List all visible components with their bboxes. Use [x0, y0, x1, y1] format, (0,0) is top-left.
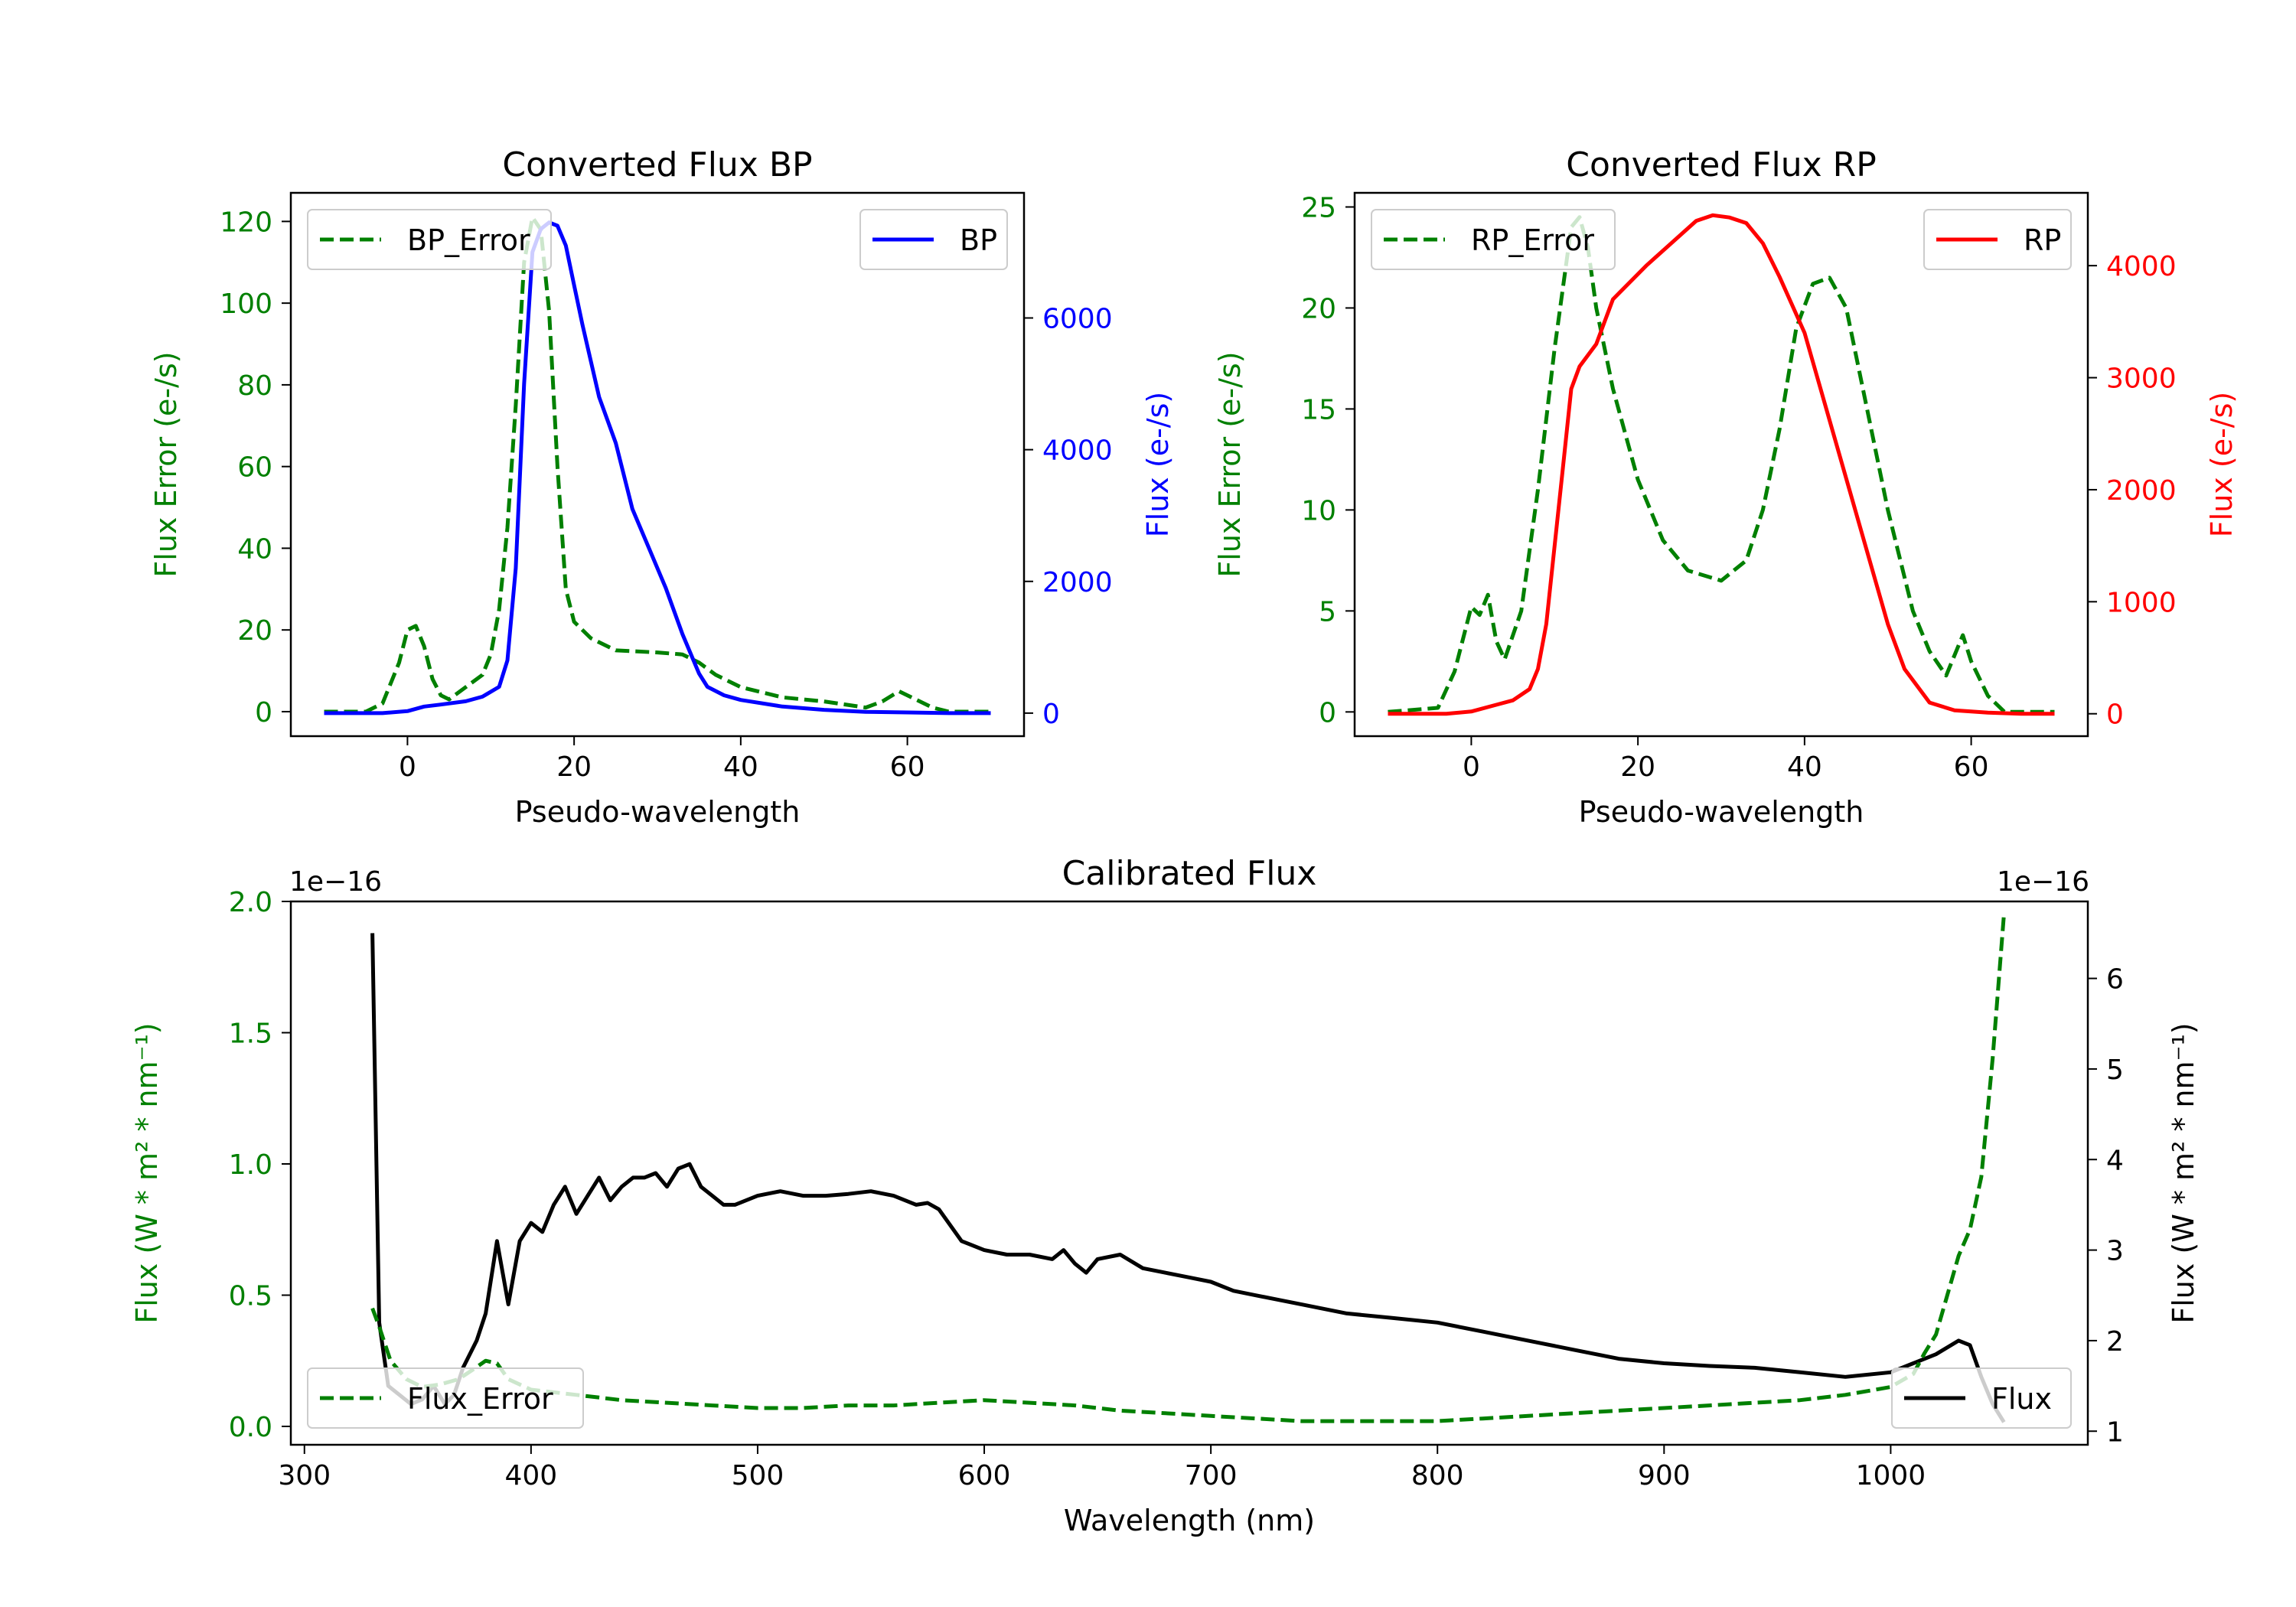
cal-ytick-right-label: 5 — [2106, 1054, 2124, 1086]
cal-ytick-right-label: 4 — [2106, 1145, 2124, 1176]
cal-ylabel-right: Flux (W * m² * nm⁻¹) — [2167, 1022, 2200, 1323]
legend-box — [307, 209, 552, 270]
bp-ytick-left-label: 120 — [220, 207, 272, 238]
legend-box — [1891, 1367, 2072, 1429]
rp-axes-frame — [1353, 191, 2089, 738]
cal-series-flux — [370, 933, 2006, 1423]
cal-ytick-left-label: 0.5 — [229, 1280, 272, 1312]
rp-series-rp — [1388, 213, 2055, 716]
cal-ytick-right-label: 3 — [2106, 1236, 2124, 1267]
cal-ylabel-left: Flux (W * m² * nm⁻¹) — [130, 1022, 164, 1323]
cal-ytick-left-label: 1.0 — [229, 1149, 272, 1181]
cal-xtick-label: 600 — [958, 1460, 1011, 1491]
cal-title: Calibrated Flux — [1062, 854, 1317, 893]
rp-ytick-left-label: 5 — [1319, 596, 1336, 627]
legend-label: Flux_Error — [407, 1382, 553, 1416]
legend-label: RP_Error — [1471, 223, 1594, 257]
bp-ytick-left-label: 40 — [237, 533, 272, 565]
bp-xtick-label: 20 — [556, 751, 592, 783]
cal-ytick-left-label: 1.5 — [229, 1018, 272, 1049]
legend-box — [307, 1367, 584, 1429]
cal-legend-flux-error: Flux_Error — [307, 1367, 584, 1429]
legend-label: RP — [2024, 223, 2061, 257]
bp-legend-bp-error: BP_Error — [307, 209, 552, 270]
bp-xtick-label: 60 — [890, 751, 925, 783]
bp-ytick-left-label: 80 — [237, 370, 272, 402]
cal-series-flux-error — [370, 914, 2006, 1423]
rp-ylabel-right: Flux (e-/s) — [2205, 392, 2239, 537]
cal-xtick-label: 400 — [504, 1460, 557, 1491]
bp-series-bp-error — [324, 215, 991, 714]
rp-ytick-left-label: 0 — [1319, 697, 1336, 729]
rp-legend-rp: RP — [1923, 209, 2072, 270]
rp-ytick-right-label: 3000 — [2106, 363, 2177, 395]
cal-legend-flux: Flux — [1891, 1367, 2072, 1429]
rp-xlabel: Pseudo-wavelength — [1579, 795, 1864, 829]
cal-xtick-label: 700 — [1185, 1460, 1238, 1491]
bp-xtick-label: 40 — [723, 751, 758, 783]
bp-ylabel-right: Flux (e-/s) — [1141, 392, 1175, 537]
bp-ytick-right-label: 2000 — [1042, 567, 1113, 598]
rp-ytick-right-label: 2000 — [2106, 475, 2177, 507]
rp-title: Converted Flux RP — [1566, 145, 1877, 184]
rp-ytick-right-label: 0 — [2106, 699, 2124, 731]
rp-ytick-right-label: 4000 — [2106, 251, 2177, 282]
rp-xtick-label: 60 — [1954, 751, 1989, 783]
cal-ytick-left-label: 0.0 — [229, 1412, 272, 1443]
cal-ytick-right-label: 2 — [2106, 1326, 2124, 1358]
rp-xtick-label: 20 — [1620, 751, 1655, 783]
bp-chart: 0 20 40 60 0 20 40 60 80 100 120 0 2000 4000 6000 Conve… — [149, 145, 1175, 829]
bp-xtick-label: 0 — [399, 751, 416, 783]
bp-ytick-left-label: 20 — [237, 615, 272, 647]
bp-ytick-left-label: 0 — [255, 697, 272, 729]
cal-xlabel: Wavelength (nm) — [1064, 1504, 1315, 1537]
rp-xtick-label: 40 — [1787, 751, 1822, 783]
cal-xtick-label: 800 — [1411, 1460, 1464, 1491]
rp-ytick-left-label: 10 — [1301, 495, 1336, 526]
cal-xtick-label: 1000 — [1856, 1460, 1926, 1491]
bp-ylabel-left: Flux Error (e-/s) — [149, 351, 183, 577]
cal-xtick-label: 300 — [278, 1460, 331, 1491]
bp-ytick-right-label: 6000 — [1042, 304, 1113, 335]
rp-series-rp-error — [1388, 215, 2055, 714]
bp-ytick-left-label: 100 — [220, 288, 272, 320]
rp-ytick-left-label: 25 — [1301, 192, 1336, 223]
cal-ytick-right-label: 1 — [2106, 1416, 2124, 1448]
cal-xtick-label: 500 — [732, 1460, 784, 1491]
rp-ytick-right-label: 1000 — [2106, 587, 2177, 618]
bp-ytick-right-label: 0 — [1042, 699, 1060, 730]
bp-title: Converted Flux BP — [502, 145, 812, 184]
rp-legend-rp-error: RP_Error — [1371, 209, 1616, 270]
cal-chart: 300 400 500 600 700 800 900 1000 0.0 0.5 1.0 1.5 2.0… — [130, 854, 2200, 1537]
bp-xlabel: Pseudo-wavelength — [515, 795, 801, 829]
rp-chart: 0 20 40 60 0 5 10 15 20 25 0 1000 2000 3000 4000 Conver… — [1213, 145, 2239, 829]
cal-offset-left: 1e−16 — [289, 866, 382, 898]
bp-ytick-left-label: 60 — [237, 452, 272, 484]
bp-ytick-right-label: 4000 — [1042, 435, 1113, 467]
cal-axes-frame — [289, 900, 2089, 1446]
legend-label: BP — [960, 223, 997, 257]
bp-axes-frame — [289, 191, 1026, 738]
legend-label: BP_Error — [407, 223, 530, 257]
rp-ytick-left-label: 20 — [1301, 293, 1336, 324]
bp-series-bp — [324, 220, 991, 715]
rp-ytick-left-label: 15 — [1301, 394, 1336, 425]
cal-offset-right: 1e−16 — [1997, 866, 2089, 898]
cal-ytick-right-label: 6 — [2106, 964, 2124, 996]
bp-legend-bp: BP — [859, 209, 1008, 270]
cal-xtick-label: 900 — [1638, 1460, 1691, 1491]
rp-xtick-label: 0 — [1463, 751, 1480, 783]
legend-label: Flux — [1991, 1382, 2052, 1416]
cal-ytick-left-label: 2.0 — [229, 887, 272, 918]
legend-box — [1371, 209, 1616, 270]
rp-ylabel-left: Flux Error (e-/s) — [1213, 351, 1247, 577]
